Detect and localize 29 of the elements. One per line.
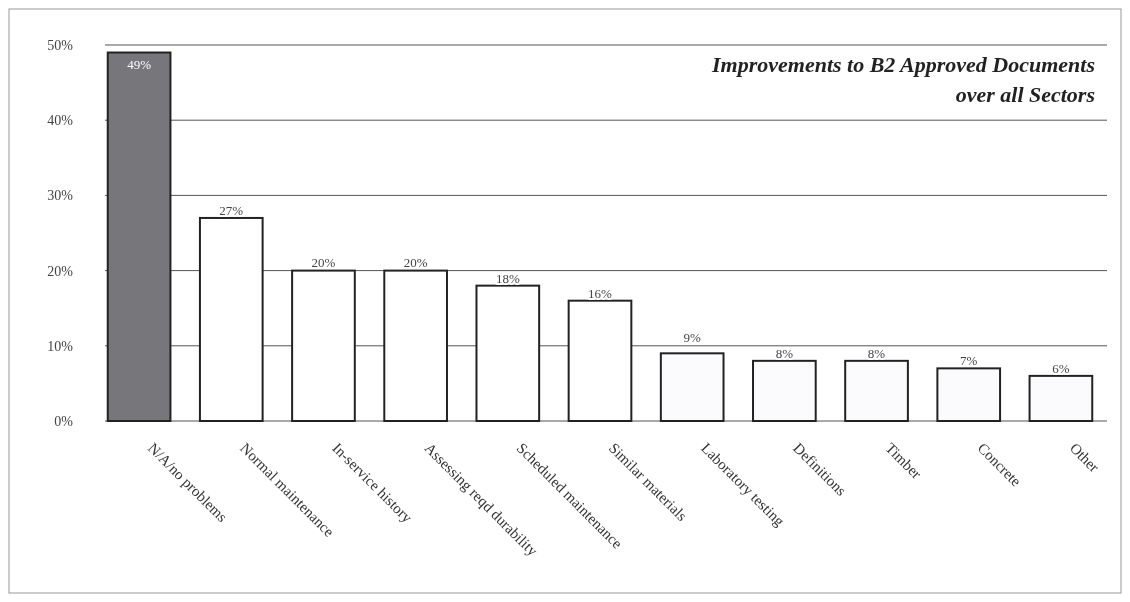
data-label: 7% bbox=[960, 353, 978, 369]
y-tick-label: 50% bbox=[47, 37, 74, 53]
y-tick-label: 20% bbox=[47, 263, 74, 279]
bar bbox=[291, 269, 356, 422]
bar bbox=[936, 367, 1002, 422]
data-label: 8% bbox=[775, 345, 794, 361]
y-tick-label: 30% bbox=[47, 188, 74, 204]
data-label: 8% bbox=[867, 345, 886, 361]
data-label: 27% bbox=[219, 202, 244, 218]
data-label: 20% bbox=[403, 254, 428, 270]
bar bbox=[844, 359, 909, 422]
bar bbox=[106, 51, 172, 422]
bar bbox=[659, 352, 725, 422]
y-tick-label: 0% bbox=[54, 413, 74, 429]
y-tick-label: 10% bbox=[47, 338, 74, 354]
data-label: 49% bbox=[127, 56, 152, 72]
data-label: 6% bbox=[1052, 360, 1070, 376]
bar bbox=[475, 284, 541, 422]
data-label: 18% bbox=[495, 270, 520, 286]
bar bbox=[1028, 374, 1094, 422]
data-label: 20% bbox=[311, 254, 336, 270]
bar bbox=[383, 269, 448, 422]
bar bbox=[198, 216, 264, 422]
data-label: 16% bbox=[588, 285, 613, 301]
text: Improvements to B2 Approved Documents over all Sectors bbox=[711, 51, 1095, 109]
data-label: 9% bbox=[683, 329, 702, 345]
bar bbox=[752, 359, 817, 422]
bar bbox=[567, 299, 633, 422]
y-tick-label: 40% bbox=[47, 113, 74, 129]
